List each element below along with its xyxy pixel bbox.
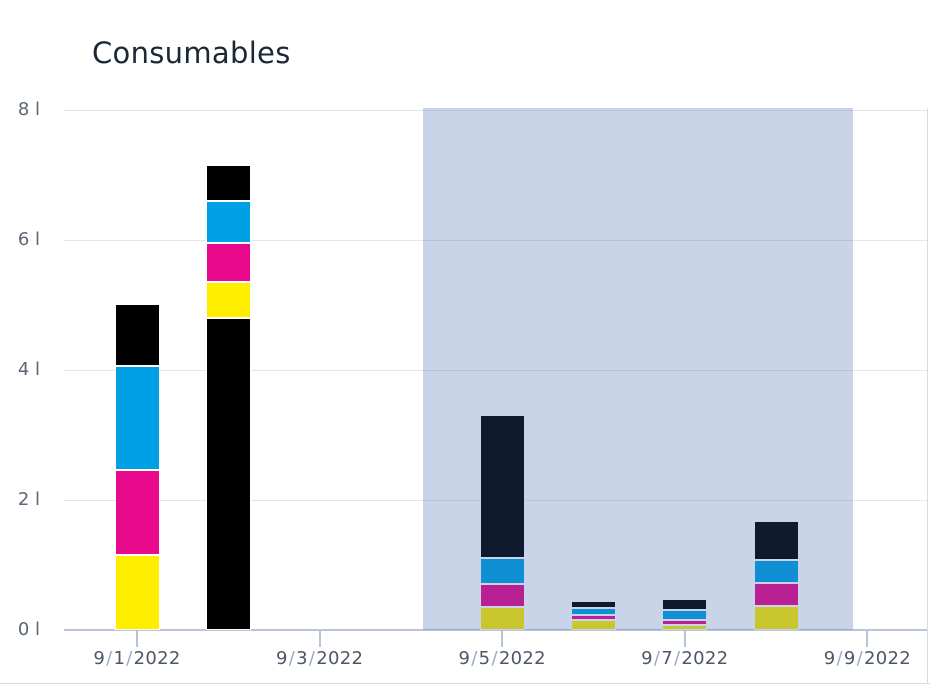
date-slash: / xyxy=(836,648,843,669)
bar-segment-yellow[interactable] xyxy=(205,282,251,318)
date-slash: / xyxy=(491,648,498,669)
x-axis-tick xyxy=(683,630,686,647)
bar-segment-black[interactable] xyxy=(479,415,525,558)
bar-segment-black[interactable] xyxy=(571,601,616,608)
bar-segment-cyan[interactable] xyxy=(114,366,160,470)
date-slash: / xyxy=(471,648,478,669)
y-axis-label: 8 l xyxy=(17,99,40,120)
bar-segment-cyan[interactable] xyxy=(662,610,708,620)
x-axis-label: 9/7/2022 xyxy=(641,648,729,669)
bar-segment-black[interactable] xyxy=(753,521,799,560)
bar-segment-magenta[interactable] xyxy=(479,584,525,607)
x-axis-tick xyxy=(136,630,138,647)
date-slash: / xyxy=(126,648,133,669)
bar-9-2-2022[interactable] xyxy=(205,165,251,630)
bar-9-7-2022[interactable] xyxy=(662,599,708,630)
bar-segment-yellow[interactable] xyxy=(571,620,616,630)
bar-segment-black[interactable] xyxy=(205,318,251,630)
bar-9-8-2022[interactable] xyxy=(753,521,799,630)
chart-bottom-border xyxy=(0,683,930,684)
y-gridline xyxy=(64,370,928,371)
bar-segment-magenta[interactable] xyxy=(753,583,799,606)
bar-segment-yellow[interactable] xyxy=(114,555,160,630)
bar-9-6-2022[interactable] xyxy=(571,601,616,630)
bar-segment-cyan[interactable] xyxy=(479,558,525,584)
bar-segment-cyan[interactable] xyxy=(205,201,251,243)
bar-segment-black[interactable] xyxy=(114,304,160,366)
x-axis-tick xyxy=(866,630,869,647)
y-gridline xyxy=(64,240,928,241)
plot-right-border xyxy=(927,108,928,683)
date-slash: / xyxy=(653,648,661,669)
chart-title: Consumables xyxy=(92,36,291,70)
date-slash: / xyxy=(674,648,681,669)
date-slash: / xyxy=(288,648,296,669)
x-axis-label: 9/1/2022 xyxy=(93,648,181,669)
x-axis-tick xyxy=(501,630,504,647)
bar-segment-cyan[interactable] xyxy=(753,560,799,583)
date-slash: / xyxy=(308,648,316,669)
bar-segment-magenta[interactable] xyxy=(662,620,708,625)
y-gridline xyxy=(64,110,928,111)
bar-segment-yellow[interactable] xyxy=(479,607,525,630)
bar-segment-magenta[interactable] xyxy=(114,470,160,555)
y-axis-label: 4 l xyxy=(17,359,40,380)
bar-segment-black[interactable] xyxy=(662,599,708,610)
bar-segment-yellow[interactable] xyxy=(753,606,799,630)
bar-9-5-2022[interactable] xyxy=(479,415,525,630)
bar-segment-black[interactable] xyxy=(205,165,251,201)
y-axis-label: 6 l xyxy=(17,229,40,250)
bar-segment-magenta[interactable] xyxy=(205,243,251,282)
y-axis-label: 2 l xyxy=(17,489,40,510)
bar-9-1-2022[interactable] xyxy=(114,304,160,630)
x-axis-label: 9/5/2022 xyxy=(458,648,546,669)
x-axis-label: 9/9/2022 xyxy=(823,648,912,669)
x-axis-label: 9/3/2022 xyxy=(275,648,364,669)
x-axis-baseline xyxy=(64,629,928,631)
date-slash: / xyxy=(856,648,864,669)
bar-segment-cyan[interactable] xyxy=(571,608,616,615)
bar-segment-yellow[interactable] xyxy=(662,625,708,630)
y-axis-label: 0 l xyxy=(17,619,40,640)
date-slash: / xyxy=(106,648,113,669)
bar-segment-magenta[interactable] xyxy=(571,615,616,620)
x-axis-tick xyxy=(318,630,321,647)
